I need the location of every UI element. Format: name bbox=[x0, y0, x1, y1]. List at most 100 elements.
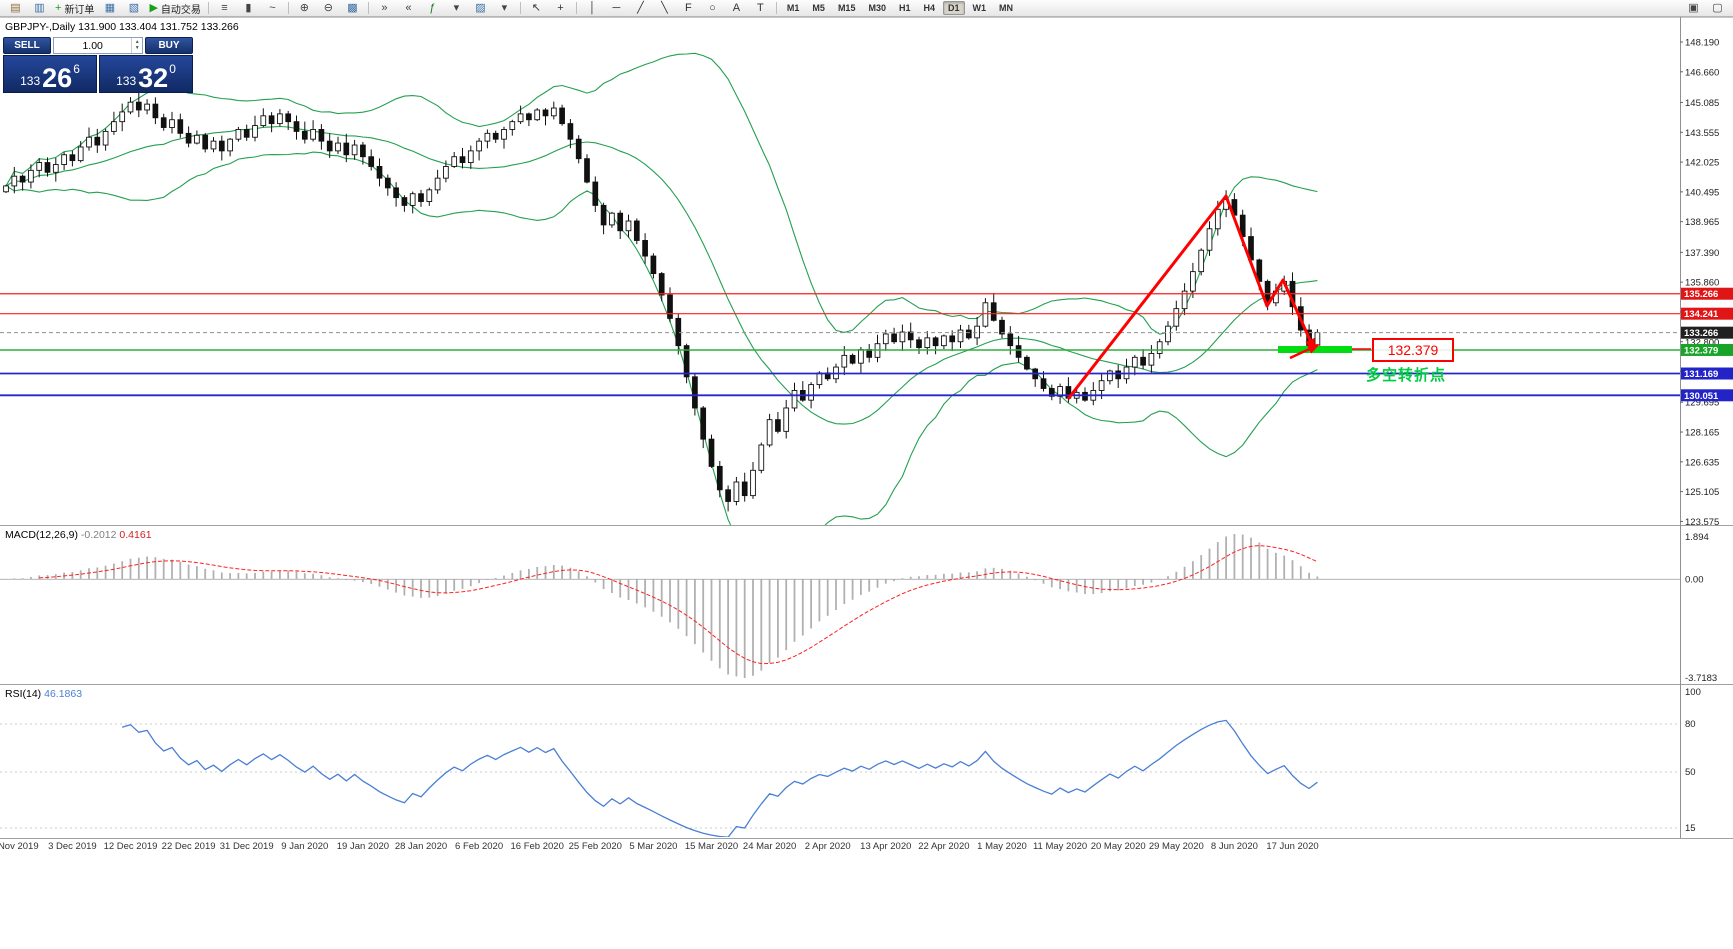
print-icon: ▣ bbox=[1688, 1, 1699, 14]
auto-scroll-icon[interactable]: » bbox=[373, 0, 396, 17]
auto-trading-button: ▶ bbox=[149, 1, 158, 14]
trendline-icon[interactable]: ╱ bbox=[629, 0, 652, 17]
shapes-icon[interactable]: ○ bbox=[701, 0, 724, 17]
auto-scroll-icon: » bbox=[381, 1, 388, 14]
rsi-tick-label: 15 bbox=[1685, 823, 1696, 834]
crosshair-icon[interactable]: + bbox=[549, 0, 572, 17]
time-axis: 4 Nov 2019 3 Dec 2019 12 Dec 2019 22 Dec 20… bbox=[0, 841, 1319, 852]
print-icon[interactable]: ▣ bbox=[1682, 0, 1705, 17]
bid-big-digits: 26 bbox=[42, 62, 73, 93]
chart-window-icon[interactable]: ▤ bbox=[4, 0, 27, 17]
sell-button[interactable]: SELL bbox=[3, 37, 51, 54]
candle bbox=[310, 129, 316, 140]
trend-arrow bbox=[1066, 194, 1316, 400]
timeframe-w1-button[interactable]: W1 bbox=[972, 3, 987, 13]
candle bbox=[750, 469, 756, 497]
price-tick-label: 128.165 bbox=[1685, 428, 1719, 439]
bars-mode-icon[interactable]: ≡ bbox=[213, 0, 236, 17]
candle bbox=[965, 329, 972, 339]
candle bbox=[741, 481, 748, 497]
macd-signal-value: 0.4161 bbox=[119, 529, 152, 541]
timeframe-m30-button[interactable]: M30 bbox=[868, 3, 886, 13]
candle bbox=[1040, 378, 1047, 389]
candle bbox=[775, 419, 781, 432]
candle bbox=[326, 140, 333, 152]
channel-icon[interactable]: ╲ bbox=[653, 0, 676, 17]
candle bbox=[69, 154, 76, 162]
bars-mode-icon: ≡ bbox=[221, 1, 228, 14]
candle bbox=[882, 333, 889, 345]
candle bbox=[816, 372, 823, 386]
candle bbox=[517, 113, 524, 123]
rsi-header: RSI(14) 46.1863 bbox=[5, 688, 82, 700]
volume-input[interactable] bbox=[54, 38, 132, 53]
tile-windows-icon: ▩ bbox=[347, 1, 358, 14]
spinner-up-icon[interactable]: ▲ bbox=[134, 39, 140, 45]
candle bbox=[401, 197, 408, 206]
candle bbox=[949, 335, 956, 343]
candle bbox=[658, 273, 665, 296]
zoom-out-icon[interactable]: ⊖ bbox=[317, 0, 340, 17]
tick-chart-icon[interactable]: ▥ bbox=[28, 0, 51, 17]
tile-windows-icon[interactable]: ▩ bbox=[341, 0, 364, 17]
indicators-icon: ƒ bbox=[429, 1, 436, 14]
timeframe-h4-button[interactable]: H4 bbox=[923, 3, 935, 13]
candle bbox=[899, 331, 906, 343]
candle bbox=[990, 302, 997, 321]
profiles-icon[interactable]: ▧ bbox=[122, 0, 145, 17]
cursor-icon[interactable]: ↖ bbox=[525, 0, 548, 17]
candle bbox=[343, 142, 350, 156]
new-order-button-label: 新订单 bbox=[64, 4, 95, 16]
vertical-line-icon[interactable]: │ bbox=[581, 0, 604, 17]
price-tick-label: 137.390 bbox=[1685, 248, 1719, 259]
candles-mode-icon[interactable]: ▮ bbox=[237, 0, 260, 17]
fibonacci-icon[interactable]: F bbox=[677, 0, 700, 17]
templates-dropdown-icon[interactable]: ▾ bbox=[493, 0, 516, 17]
price-tick-label: 125.105 bbox=[1685, 487, 1719, 498]
toolbar-separator bbox=[775, 2, 777, 14]
indicators-icon[interactable]: ƒ bbox=[421, 0, 444, 17]
candle bbox=[841, 354, 848, 368]
bid-fraction: 6 bbox=[73, 62, 80, 76]
timeframe-m5-button[interactable]: M5 bbox=[812, 3, 825, 13]
price-tick-label: 146.660 bbox=[1685, 67, 1719, 78]
spinner-down-icon[interactable]: ▼ bbox=[134, 44, 140, 51]
auto-trading-button[interactable]: ▶ 自动交易 bbox=[146, 0, 203, 17]
price-annotation-box[interactable]: 132.379 bbox=[1372, 338, 1454, 362]
horizontal-line-icon: ─ bbox=[612, 1, 621, 14]
buy-button[interactable]: BUY bbox=[145, 37, 193, 54]
new-chart-icon[interactable]: ▦ bbox=[98, 0, 121, 17]
timeframe-m1-button[interactable]: M1 bbox=[786, 3, 800, 13]
chart-shift-icon[interactable]: « bbox=[397, 0, 420, 17]
toolbar-separator bbox=[575, 2, 577, 14]
rsi-tick-label: 50 bbox=[1685, 767, 1696, 778]
candle bbox=[152, 103, 159, 119]
line-mode-icon[interactable]: ~ bbox=[261, 0, 284, 17]
fullscreen-icon[interactable]: ▢ bbox=[1706, 0, 1729, 17]
candle bbox=[1115, 370, 1122, 380]
volume-stepper[interactable]: ▲ ▼ bbox=[131, 38, 142, 53]
timeframe-d1-button[interactable]: D1 bbox=[943, 1, 965, 15]
ask-price-panel[interactable]: 133 32 0 bbox=[99, 55, 193, 93]
candle bbox=[393, 187, 399, 199]
timeframe-h1-button[interactable]: H1 bbox=[898, 3, 911, 13]
templates-icon[interactable]: ▨ bbox=[469, 0, 492, 17]
candle bbox=[1140, 356, 1146, 366]
zoom-in-icon[interactable]: ⊕ bbox=[293, 0, 316, 17]
candle bbox=[1173, 308, 1180, 327]
rsi-panel bbox=[0, 719, 1680, 837]
rsi-line bbox=[122, 719, 1318, 837]
indicators-dropdown-icon[interactable]: ▾ bbox=[445, 0, 468, 17]
bid-price-panel[interactable]: 133 26 6 bbox=[3, 55, 97, 93]
candle bbox=[1131, 356, 1138, 368]
horizontal-line-icon[interactable]: ─ bbox=[605, 0, 628, 17]
price-tag-label: 133.266 bbox=[1684, 328, 1718, 339]
text-icon[interactable]: A bbox=[725, 0, 748, 17]
new-order-button[interactable]: + 新订单 bbox=[52, 0, 97, 17]
timeframe-mn-button[interactable]: MN bbox=[999, 3, 1014, 13]
turning-point-label[interactable]: 多空转折点 bbox=[1366, 367, 1447, 384]
timeframe-m15-button[interactable]: M15 bbox=[837, 3, 856, 13]
arrow-tools-icon[interactable]: T bbox=[749, 0, 772, 17]
candle bbox=[94, 136, 101, 146]
